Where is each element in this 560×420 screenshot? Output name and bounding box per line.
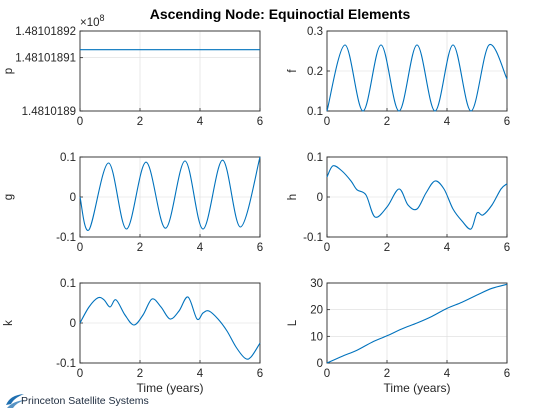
axes-border xyxy=(326,30,508,112)
x-tick-label: 2 xyxy=(384,242,390,254)
y-tick-label: 1.48101892 xyxy=(15,26,76,38)
axes-border xyxy=(326,156,508,238)
x-tick-label: 0 xyxy=(77,116,83,128)
series-line-h xyxy=(326,165,508,230)
y-tick-label: 1.48101891 xyxy=(15,53,76,65)
subplot-p: 0 2 4 6 1.4810189 1.48101891 1.48101892 ×108 p xyxy=(3,13,263,128)
y-tick-label: 0 xyxy=(70,192,76,204)
y-axis-label: h xyxy=(287,194,299,200)
y-axis-label: g xyxy=(3,194,15,200)
subplot-f: 0 2 4 6 0.1 0.2 0.3 f xyxy=(287,26,510,128)
y-tick-label: 0.2 xyxy=(307,66,323,78)
logo-text: Princeton Satellite Systems xyxy=(21,395,149,407)
subplot-L: 0 2 4 6 0 10 20 30 L Time (years) xyxy=(287,278,510,395)
x-tick-label: 4 xyxy=(444,368,451,380)
y-tick-label: 0.1 xyxy=(307,106,323,118)
y-axis-label: f xyxy=(287,69,299,73)
x-tick-label: 2 xyxy=(384,368,390,380)
y-tick-label: 0.1 xyxy=(307,152,323,164)
x-tick-label: 4 xyxy=(197,242,204,254)
y-tick-label: 0 xyxy=(317,358,323,370)
subplot-g: 0 2 4 6-0.100.1g xyxy=(3,152,263,254)
x-tick-label: 6 xyxy=(257,368,263,380)
y-axis-label: L xyxy=(287,319,299,326)
y-tick-label: 10 xyxy=(310,331,323,343)
y-tick-label: 30 xyxy=(310,278,323,290)
x-tick-label: 4 xyxy=(197,116,204,128)
axes-layer: 0 2 4 6 1.4810189 1.48101891 1.48101892 ×108 p 0 2… xyxy=(3,13,510,395)
x-tick-label: 2 xyxy=(137,242,143,254)
x-tick-label: 6 xyxy=(504,368,510,380)
x-tick-label: 6 xyxy=(504,116,510,128)
x-tick-label: 0 xyxy=(77,368,83,380)
x-tick-label: 0 xyxy=(324,368,330,380)
figure-title: Ascending Node: Equinoctial Elements xyxy=(150,6,411,22)
y-tick-label: 0.1 xyxy=(60,152,76,164)
logo-swoosh-icon xyxy=(6,394,25,408)
company-logo: Princeton Satellite Systems xyxy=(4,391,154,417)
x-tick-label: 6 xyxy=(257,116,263,128)
subplot-h: 0 2 4 6-0.100.1h xyxy=(287,152,510,254)
y-tick-label: 20 xyxy=(310,305,323,317)
series-line-k xyxy=(79,296,261,360)
x-tick-label: 4 xyxy=(444,242,451,254)
y-tick-label: -0.1 xyxy=(56,232,76,244)
y-axis-label: p xyxy=(3,68,15,74)
x-tick-label: 2 xyxy=(137,368,143,380)
x-tick-label: 0 xyxy=(77,242,83,254)
y-exponent-label: ×108 xyxy=(80,13,105,29)
x-tick-label: 2 xyxy=(137,116,143,128)
series-line-g xyxy=(79,156,261,231)
series-line-f xyxy=(326,44,508,112)
y-tick-label: 0 xyxy=(317,192,323,204)
x-tick-label: 6 xyxy=(257,242,263,254)
series-line-L xyxy=(326,283,508,364)
x-tick-label: 2 xyxy=(384,116,390,128)
x-axis-label: Time (years) xyxy=(137,381,204,395)
x-tick-label: 4 xyxy=(444,116,451,128)
y-tick-label: -0.1 xyxy=(56,358,76,370)
x-tick-label: 0 xyxy=(324,242,330,254)
x-tick-label: 4 xyxy=(197,368,204,380)
y-tick-label: 0 xyxy=(70,318,76,330)
y-axis-label: k xyxy=(3,320,15,326)
axes-border xyxy=(79,30,261,112)
x-tick-label: 6 xyxy=(504,242,510,254)
y-tick-label: -0.1 xyxy=(303,232,323,244)
x-axis-label: Time (years) xyxy=(384,381,451,395)
axes-box xyxy=(79,30,261,112)
y-tick-label: 1.4810189 xyxy=(22,106,76,118)
axes-border xyxy=(326,282,508,364)
y-tick-label: 0.1 xyxy=(60,278,76,290)
x-tick-label: 0 xyxy=(324,116,330,128)
y-tick-label: 0.3 xyxy=(307,26,323,38)
